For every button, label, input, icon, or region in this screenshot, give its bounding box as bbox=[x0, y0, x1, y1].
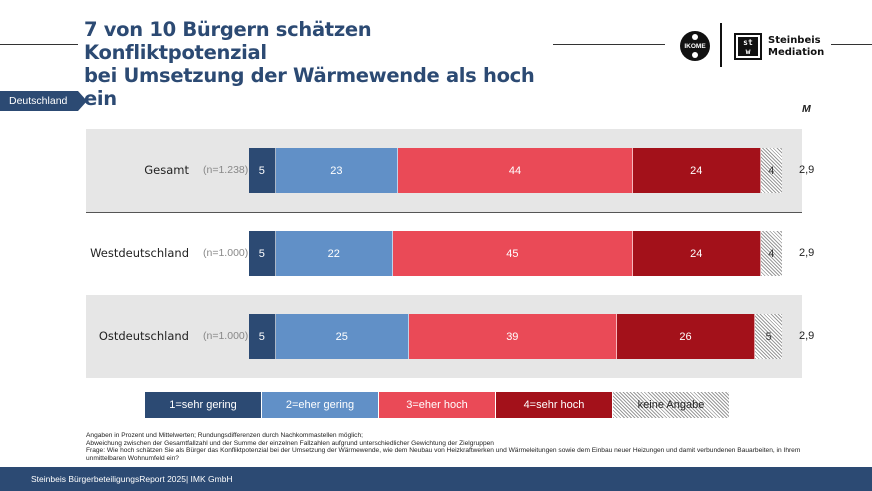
stw-logo-bottom: w bbox=[745, 47, 751, 56]
ikome-logo-text: IKOME bbox=[684, 42, 706, 50]
seg-eher-gering: 25 bbox=[275, 314, 409, 359]
header-rule-left bbox=[0, 44, 78, 45]
seg-eher-hoch: 45 bbox=[392, 231, 633, 276]
chart-legend: 1=sehr gering 2=eher gering 3=eher hoch … bbox=[145, 392, 730, 418]
logo-text-line-1: Steinbeis bbox=[768, 35, 821, 46]
stacked-bar: 5 22 45 24 4 bbox=[249, 231, 782, 276]
footnote-line: Angaben in Prozent und Mittelwerten; Run… bbox=[86, 432, 363, 439]
seg-eher-gering: 22 bbox=[275, 231, 393, 276]
seg-keine-angabe: 4 bbox=[760, 231, 782, 276]
stacked-bar: 5 25 39 26 5 bbox=[249, 314, 782, 359]
sample-size-label: (n=1.238) bbox=[203, 164, 249, 176]
seg-sehr-gering: 5 bbox=[249, 231, 276, 276]
steinbeis-mediation-logo-text: Steinbeis Mediation bbox=[768, 35, 824, 59]
region-tag: Deutschland bbox=[0, 91, 87, 111]
seg-eher-hoch: 44 bbox=[398, 148, 633, 193]
stacked-bar: 5 23 44 24 4 bbox=[249, 148, 782, 193]
sample-size-label: (n=1.000) bbox=[203, 330, 249, 342]
stw-logo: st w bbox=[734, 33, 762, 60]
mean-value: 2,9 bbox=[799, 330, 815, 342]
header-rule-middle bbox=[553, 44, 665, 45]
footer-bar: Steinbeis BürgerbeteiligungsReport 2025|… bbox=[0, 467, 872, 491]
total-separator-line bbox=[86, 212, 802, 213]
seg-eher-gering: 23 bbox=[275, 148, 399, 193]
mean-column-header: M bbox=[802, 103, 811, 115]
seg-sehr-gering: 5 bbox=[249, 314, 276, 359]
mean-value: 2,9 bbox=[799, 164, 815, 176]
legend-item-eher-hoch: 3=eher hoch bbox=[379, 392, 495, 418]
header-rule-right bbox=[831, 44, 872, 45]
logo-divider bbox=[720, 23, 722, 67]
footnote-question: Frage: Wie hoch schätzen Sie als Bürger … bbox=[86, 447, 801, 462]
seg-sehr-hoch: 26 bbox=[616, 314, 756, 359]
footnotes: Angaben in Prozent und Mittelwerten; Run… bbox=[86, 432, 826, 462]
title-line-1: 7 von 10 Bürgern schätzen Konfliktpotenz… bbox=[84, 18, 372, 64]
category-label: Ostdeutschland bbox=[98, 329, 189, 343]
logo-text-line-2: Mediation bbox=[768, 47, 825, 58]
seg-sehr-gering: 5 bbox=[249, 148, 276, 193]
stw-logo-mark: st w bbox=[738, 37, 758, 56]
footer-text: Steinbeis BürgerbeteiligungsReport 2025|… bbox=[31, 474, 233, 484]
seg-keine-angabe: 5 bbox=[755, 314, 782, 359]
footnote-line: Abweichung zwischen der Gesamtfallzahl u… bbox=[86, 439, 494, 447]
seg-eher-hoch: 39 bbox=[408, 314, 617, 359]
legend-item-sehr-hoch: 4=sehr hoch bbox=[496, 392, 612, 418]
seg-keine-angabe: 4 bbox=[760, 148, 782, 193]
category-label: Westdeutschland bbox=[90, 246, 189, 260]
page-title: 7 von 10 Bürgern schätzen Konfliktpotenz… bbox=[84, 18, 554, 110]
legend-item-keine-angabe: keine Angabe bbox=[613, 392, 729, 418]
category-label: Gesamt bbox=[144, 163, 189, 177]
seg-sehr-hoch: 24 bbox=[632, 148, 761, 193]
legend-item-sehr-gering: 1=sehr gering bbox=[145, 392, 261, 418]
sample-size-label: (n=1.000) bbox=[203, 247, 249, 259]
ikome-logo: IKOME bbox=[680, 31, 710, 61]
seg-sehr-hoch: 24 bbox=[632, 231, 761, 276]
stw-logo-top: st bbox=[743, 38, 753, 47]
title-line-2: bei Umsetzung der Wärmewende als hoch ei… bbox=[84, 64, 535, 110]
legend-item-eher-gering: 2=eher gering bbox=[262, 392, 378, 418]
mean-value: 2,9 bbox=[799, 247, 815, 259]
